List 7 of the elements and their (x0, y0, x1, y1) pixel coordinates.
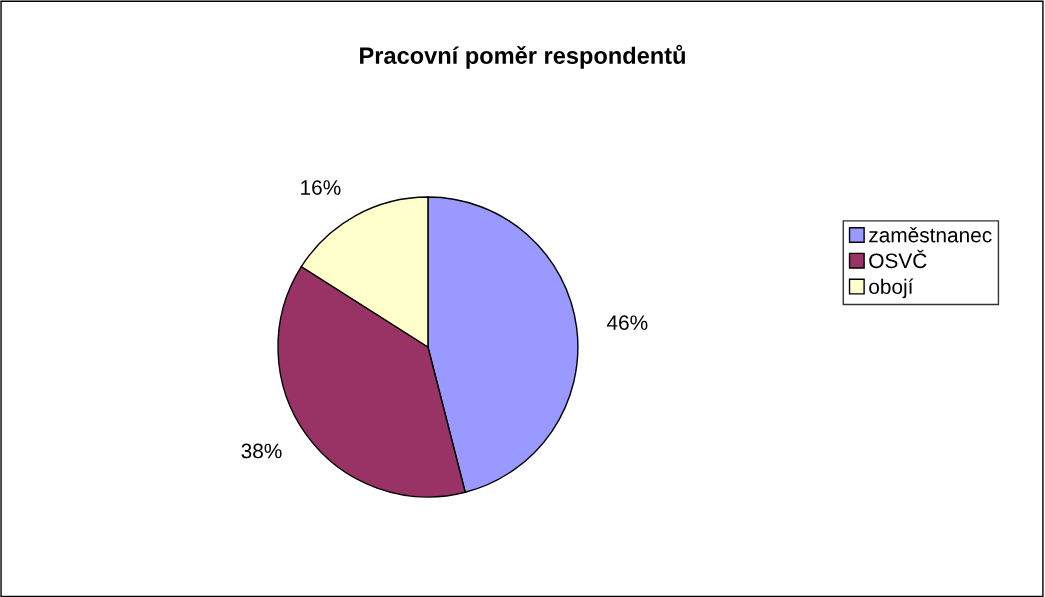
legend-label: obojí (869, 278, 914, 299)
data-label: 38% (241, 443, 282, 459)
data-label: 46% (606, 315, 648, 331)
chart-title: Pracovní poměr respondentů (360, 44, 685, 69)
data-label: 16% (301, 180, 341, 195)
legend-label: OSVČ (869, 249, 927, 269)
legend-label: zaměstnanec (869, 227, 992, 243)
